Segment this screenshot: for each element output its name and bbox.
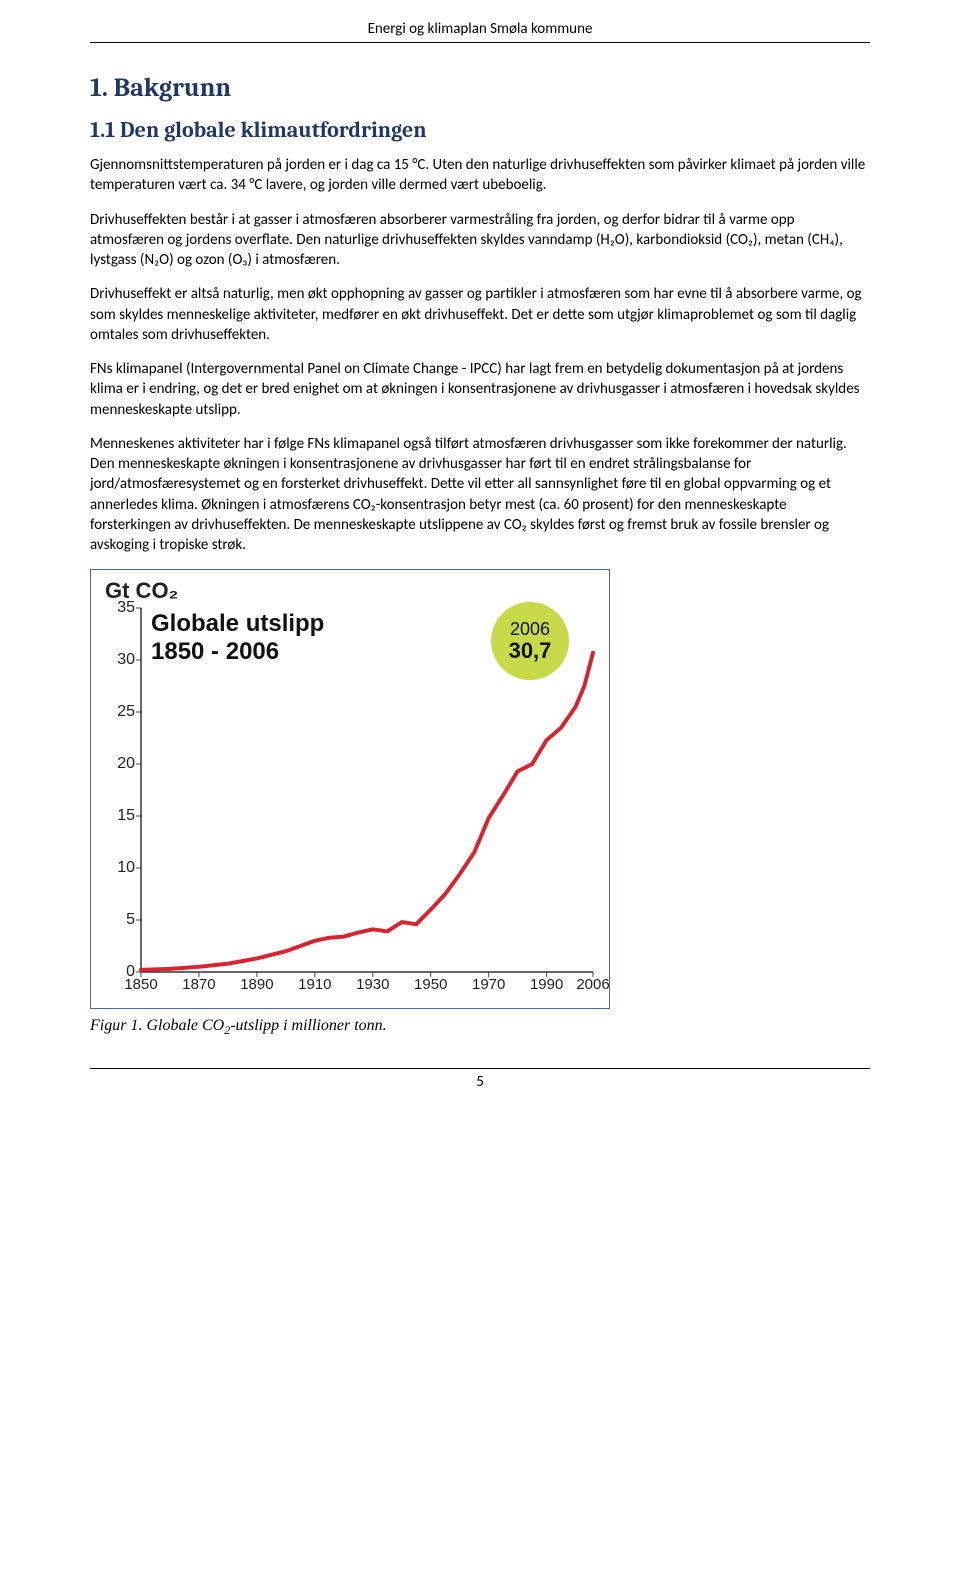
y-tick-label: 10 bbox=[109, 859, 135, 877]
doc-header-title: Energi og klimaplan Smøla kommune bbox=[90, 20, 870, 38]
x-tick-label: 1850 bbox=[124, 976, 157, 993]
x-tick-label: 1950 bbox=[414, 976, 447, 993]
body-paragraph: Drivhuseffekt er altså naturlig, men økt… bbox=[90, 284, 870, 345]
x-tick-label: 1890 bbox=[240, 976, 273, 993]
x-tick-label: 1970 bbox=[472, 976, 505, 993]
y-tick-label: 25 bbox=[109, 703, 135, 721]
y-tick-label: 30 bbox=[109, 651, 135, 669]
body-paragraph: Menneskenes aktiviteter har i følge FNs … bbox=[90, 434, 870, 556]
y-tick-label: 5 bbox=[109, 911, 135, 929]
x-tick-label: 1930 bbox=[356, 976, 389, 993]
x-tick-label: 1910 bbox=[298, 976, 331, 993]
y-tick-label: 35 bbox=[109, 599, 135, 617]
emissions-chart: Gt CO₂ Globale utslipp 1850 - 2006 2006 … bbox=[90, 569, 610, 1009]
x-tick-label: 2006 bbox=[576, 976, 609, 993]
x-tick-label: 1870 bbox=[182, 976, 215, 993]
heading-subsection: 1.1 Den globale klimautfordringen bbox=[90, 117, 870, 143]
body-paragraph: Drivhuseffekten består i at gasser i atm… bbox=[90, 210, 870, 271]
y-tick-label: 15 bbox=[109, 807, 135, 825]
body-paragraph: Gjennomsnittstemperaturen på jorden er i… bbox=[90, 155, 870, 196]
page-number: 5 bbox=[90, 1073, 870, 1091]
figure-caption: Figur 1. Globale CO2-utslipp i millioner… bbox=[90, 1017, 870, 1038]
footer-rule bbox=[90, 1068, 870, 1069]
figure-wrap: Gt CO₂ Globale utslipp 1850 - 2006 2006 … bbox=[90, 569, 870, 1038]
header-rule bbox=[90, 42, 870, 43]
chart-svg bbox=[141, 608, 593, 972]
y-tick-label: 20 bbox=[109, 755, 135, 773]
caption-suffix: -utslipp i millioner tonn. bbox=[230, 1017, 386, 1034]
chart-plot-area: 0510152025303518501870189019101930195019… bbox=[141, 608, 593, 972]
caption-prefix: Figur 1. Globale CO bbox=[90, 1017, 224, 1034]
body-paragraph: FNs klimapanel (Intergovernmental Panel … bbox=[90, 359, 870, 420]
heading-section: 1. Bakgrunn bbox=[90, 73, 870, 103]
x-tick-label: 1990 bbox=[530, 976, 563, 993]
